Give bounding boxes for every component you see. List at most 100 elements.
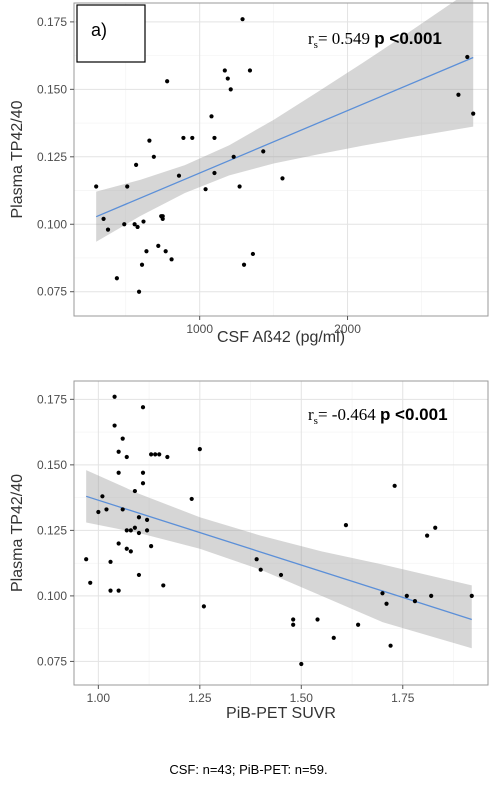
data-point: [104, 507, 109, 512]
data-point: [84, 557, 89, 562]
data-point: [291, 622, 296, 627]
regression-line: [95, 56, 474, 218]
data-point: [149, 452, 154, 457]
data-point: [247, 68, 253, 73]
data-point: [116, 588, 121, 593]
data-point: [190, 135, 195, 141]
y-tick-label: 0.075: [37, 654, 67, 668]
footnote: CSF: n=43; PiB-PET: n=59.: [169, 762, 328, 777]
data-point: [100, 494, 105, 499]
data-point: [429, 593, 434, 598]
data-point: [124, 528, 129, 533]
data-point: [153, 452, 158, 457]
data-point: [197, 447, 202, 452]
data-point: [212, 135, 217, 141]
data-point: [356, 622, 361, 627]
data-point: [128, 528, 133, 533]
data-point: [96, 509, 101, 515]
data-point: [209, 114, 214, 119]
data-point: [122, 222, 127, 227]
data-point: [404, 593, 409, 598]
data-point: [116, 541, 121, 546]
y-axis-title: Plasma TP42/40: [9, 474, 26, 592]
data-point: [140, 470, 146, 475]
data-point: [291, 617, 296, 622]
correlation-annotation: rs= 0.549 p <0.001: [308, 29, 442, 51]
x-tick-label: 1.00: [87, 691, 111, 705]
data-point: [144, 528, 150, 533]
data-point: [254, 557, 259, 562]
data-point: [132, 488, 137, 494]
data-point: [144, 517, 150, 522]
rs-symbol: r: [308, 405, 314, 424]
data-point: [225, 76, 230, 81]
data-point: [136, 515, 142, 520]
data-point: [125, 184, 130, 189]
data-point: [149, 544, 154, 549]
y-tick-label: 0.150: [37, 82, 67, 96]
data-point: [258, 567, 263, 572]
regression-line: [85, 495, 472, 621]
data-point: [136, 572, 142, 578]
data-point: [94, 184, 99, 189]
y-axis-title: Plasma TP42/40: [9, 100, 26, 218]
data-point: [116, 470, 121, 475]
data-point: [147, 138, 152, 143]
y-tick-label: 0.100: [37, 217, 67, 231]
data-point: [228, 87, 233, 92]
data-point: [105, 227, 111, 232]
data-point: [222, 68, 227, 73]
data-point: [315, 617, 320, 622]
data-point: [161, 583, 166, 588]
data-point: [136, 530, 142, 536]
panel-tag-label: a): [91, 20, 107, 40]
data-point: [465, 54, 470, 60]
x-tick-label: 1000: [186, 322, 213, 336]
panel-tag-box: [76, 4, 146, 63]
y-tick-label: 0.150: [37, 458, 67, 472]
data-point: [112, 394, 117, 399]
data-point: [88, 580, 93, 585]
correlation-annotation: rs= -0.464 p <0.001: [308, 405, 448, 427]
data-point: [261, 149, 266, 154]
data-point: [114, 276, 119, 281]
rs-subscript: s: [314, 39, 318, 51]
data-point: [280, 176, 285, 181]
data-point: [412, 599, 418, 604]
data-point: [124, 454, 129, 460]
data-point: [201, 604, 206, 609]
data-point: [156, 243, 161, 248]
data-point: [132, 525, 137, 530]
data-point: [388, 643, 393, 648]
rs-subscript: s: [314, 415, 318, 427]
data-point: [151, 154, 156, 159]
data-point: [169, 257, 174, 262]
data-point: [160, 216, 165, 221]
x-axis-title: PiB-PET SUVR: [226, 705, 336, 722]
data-point: [278, 572, 284, 578]
data-point: [120, 436, 125, 441]
data-point: [392, 483, 397, 488]
y-tick-label: 0.175: [37, 15, 67, 29]
data-point: [331, 635, 336, 640]
data-point: [135, 224, 140, 230]
y-tick-label: 0.125: [37, 523, 67, 537]
y-tick-label: 0.175: [37, 392, 67, 406]
data-point: [181, 135, 186, 141]
data-point: [343, 523, 349, 528]
data-point: [165, 79, 170, 84]
data-point: [176, 173, 182, 178]
confidence-band: [96, 0, 474, 242]
data-point: [212, 170, 217, 176]
data-point: [456, 92, 461, 97]
data-point: [108, 559, 113, 564]
y-tick-label: 0.125: [37, 150, 67, 164]
data-point: [469, 593, 474, 598]
data-point: [140, 481, 146, 486]
data-point: [471, 111, 476, 116]
data-point: [433, 525, 438, 530]
data-point: [231, 154, 236, 159]
y-tick-label: 0.100: [37, 589, 67, 603]
data-point: [384, 601, 389, 606]
